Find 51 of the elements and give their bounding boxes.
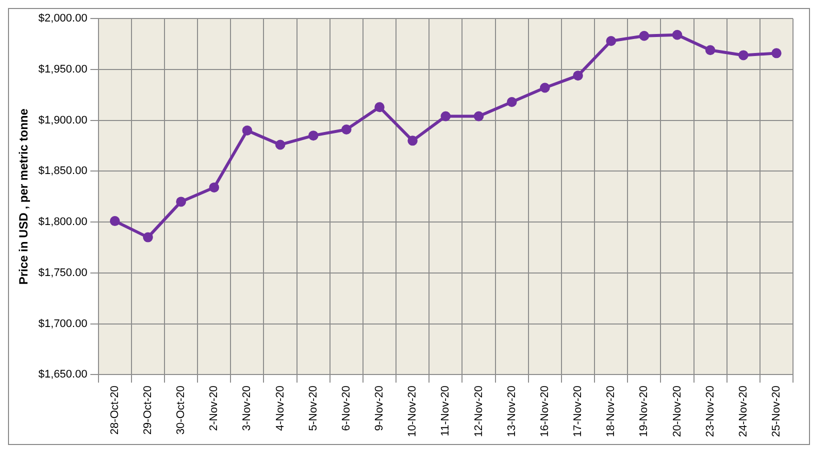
point xyxy=(176,196,186,207)
y-tick-label: $1,650.00 xyxy=(38,368,88,381)
x-tick-label: 10-Nov-20 xyxy=(406,386,419,437)
x-tick-label: 28-Oct-20 xyxy=(108,386,121,435)
point xyxy=(308,130,318,141)
x-tick-label: 20-Nov-20 xyxy=(671,386,684,437)
point xyxy=(474,111,484,122)
x-tick-label: 4-Nov-20 xyxy=(274,386,286,431)
point xyxy=(408,136,418,146)
x-tick-label: 3-Nov-20 xyxy=(241,386,254,431)
x-tick-label: 6-Nov-20 xyxy=(340,386,352,431)
x-tick-label: 5-Nov-20 xyxy=(307,386,320,431)
x-tick-label: 2-Nov-20 xyxy=(208,386,220,431)
x-tick-label: 16-Nov-20 xyxy=(538,386,551,437)
y-tick-label: $1,950.00 xyxy=(38,63,88,76)
point xyxy=(341,124,352,134)
x-tick-label: 12-Nov-20 xyxy=(472,386,485,437)
point xyxy=(440,111,451,122)
point xyxy=(142,232,153,242)
point xyxy=(738,50,748,60)
point xyxy=(209,182,220,192)
point xyxy=(672,30,682,40)
x-tick-label: 13-Nov-20 xyxy=(506,386,518,437)
point xyxy=(606,36,616,46)
x-tick-label: 25-Nov-20 xyxy=(770,386,782,437)
point xyxy=(506,97,517,108)
point xyxy=(771,48,782,58)
x-tick-label: 17-Nov-20 xyxy=(572,386,584,437)
y-tick-label: $2,000.00 xyxy=(38,12,88,25)
point xyxy=(705,45,716,56)
point xyxy=(540,82,550,93)
point xyxy=(275,140,286,150)
x-tick-label: 19-Nov-20 xyxy=(638,386,650,437)
y-tick-label: $1,700.00 xyxy=(38,318,88,330)
y-axis-title: Price in USD , per metric tonne xyxy=(16,108,31,285)
x-tick-label: 24-Nov-20 xyxy=(737,386,750,437)
x-tick-label: 29-Oct-20 xyxy=(142,386,154,435)
y-tick-label: $1,750.00 xyxy=(38,266,88,279)
y-tick-label: $1,850.00 xyxy=(38,165,88,178)
x-tick-label: 18-Nov-20 xyxy=(605,386,618,437)
point xyxy=(242,126,252,136)
point xyxy=(374,102,385,112)
point xyxy=(572,70,583,81)
point xyxy=(110,216,120,226)
x-tick-label: 30-Oct-20 xyxy=(175,386,188,435)
x-tick-label: 9-Nov-20 xyxy=(374,386,386,431)
x-tick-label: 23-Nov-20 xyxy=(704,386,716,437)
point xyxy=(639,30,650,41)
x-tick-label: 11-Nov-20 xyxy=(440,386,452,436)
y-tick-label: $1,900.00 xyxy=(38,114,88,126)
y-tick-label: $1,800.00 xyxy=(38,216,88,228)
